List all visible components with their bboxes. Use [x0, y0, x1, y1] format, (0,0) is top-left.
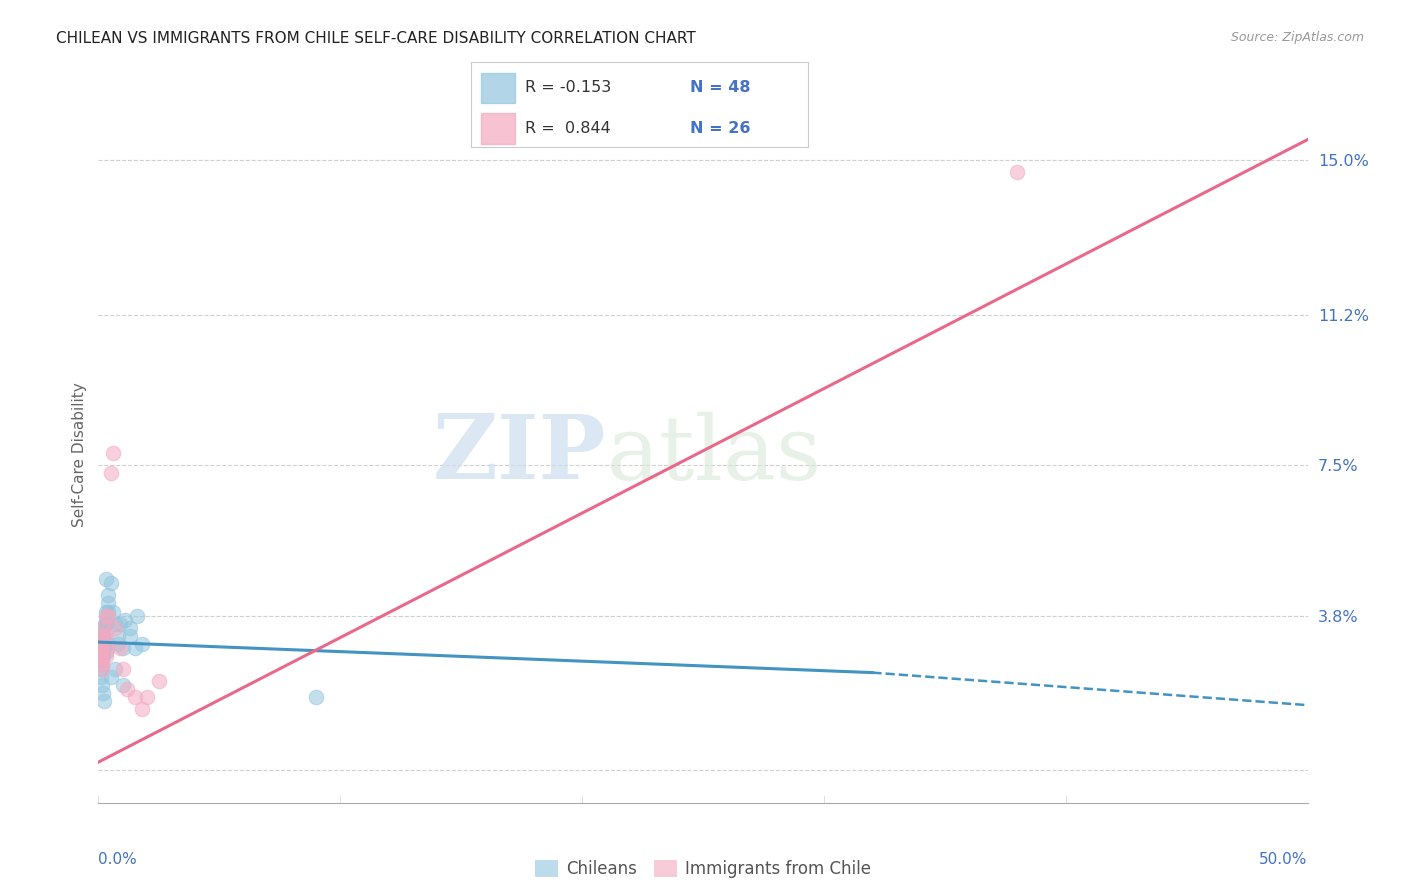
Point [114, 613, 136, 627]
Point [94, 572, 117, 586]
Point [94, 645, 117, 659]
Point [91, 621, 114, 635]
Point [89, 649, 111, 664]
Text: R =  0.844: R = 0.844 [524, 121, 610, 136]
Point [117, 681, 139, 696]
Point [89, 645, 111, 659]
Point [124, 641, 146, 656]
FancyBboxPatch shape [481, 72, 515, 103]
Point [91, 661, 114, 675]
Point [94, 608, 117, 623]
Point [91, 645, 114, 659]
Point [124, 690, 146, 704]
Point [94, 616, 117, 631]
Legend: Chileans, Immigrants from Chile: Chileans, Immigrants from Chile [527, 854, 879, 885]
Point [118, 621, 141, 635]
Point [90, 629, 112, 643]
Point [107, 637, 129, 651]
Text: ZIP: ZIP [433, 411, 606, 499]
Point [101, 605, 124, 619]
Point [111, 641, 134, 656]
Point [100, 670, 122, 684]
Y-axis label: Self-Care Disability: Self-Care Disability [72, 383, 87, 527]
Point [91, 686, 114, 700]
Point [305, 690, 328, 704]
Point [89, 661, 111, 675]
Point [97, 637, 120, 651]
Point [90, 653, 112, 667]
Point [100, 467, 122, 481]
Point [90, 641, 112, 656]
Point [104, 621, 127, 635]
Point [93, 694, 115, 708]
Point [97, 596, 120, 610]
Point [90, 637, 112, 651]
Point [94, 629, 117, 643]
Point [97, 641, 120, 656]
Point [90, 653, 112, 667]
Point [90, 670, 112, 684]
Point [97, 605, 120, 619]
Point [91, 678, 114, 692]
Point [90, 653, 112, 667]
Point [90, 629, 112, 643]
Point [107, 629, 129, 643]
Point [91, 645, 114, 659]
Point [104, 616, 127, 631]
Point [127, 608, 149, 623]
Point [94, 616, 117, 631]
Point [131, 702, 153, 716]
Point [93, 637, 115, 651]
Point [111, 678, 134, 692]
Point [118, 629, 141, 643]
Point [91, 633, 114, 648]
Point [89, 653, 111, 667]
Text: 50.0%: 50.0% [1260, 852, 1308, 867]
Point [100, 576, 122, 591]
Point [91, 657, 114, 672]
Point [97, 588, 120, 602]
Point [91, 629, 114, 643]
Point [108, 616, 131, 631]
Point [111, 661, 134, 675]
Text: N = 48: N = 48 [690, 80, 751, 95]
Point [97, 608, 120, 623]
Point [89, 637, 111, 651]
Point [90, 621, 112, 635]
Text: CHILEAN VS IMMIGRANTS FROM CHILE SELF-CARE DISABILITY CORRELATION CHART: CHILEAN VS IMMIGRANTS FROM CHILE SELF-CA… [56, 31, 696, 46]
Point [91, 649, 114, 664]
Point [131, 637, 153, 651]
Point [94, 649, 117, 664]
FancyBboxPatch shape [481, 113, 515, 144]
Point [101, 446, 124, 460]
Text: atlas: atlas [606, 411, 821, 499]
Point [1007, 165, 1029, 179]
Point [93, 641, 115, 656]
Point [94, 613, 117, 627]
Point [91, 657, 114, 672]
Point [94, 605, 117, 619]
Point [91, 624, 114, 639]
Point [91, 633, 114, 648]
Text: 0.0%: 0.0% [98, 852, 138, 867]
Point [135, 690, 157, 704]
Point [91, 645, 114, 659]
Point [108, 641, 131, 656]
Text: R = -0.153: R = -0.153 [524, 80, 612, 95]
Text: N = 26: N = 26 [690, 121, 751, 136]
Point [148, 673, 170, 688]
Text: Source: ZipAtlas.com: Source: ZipAtlas.com [1230, 31, 1364, 45]
Point [104, 661, 127, 675]
